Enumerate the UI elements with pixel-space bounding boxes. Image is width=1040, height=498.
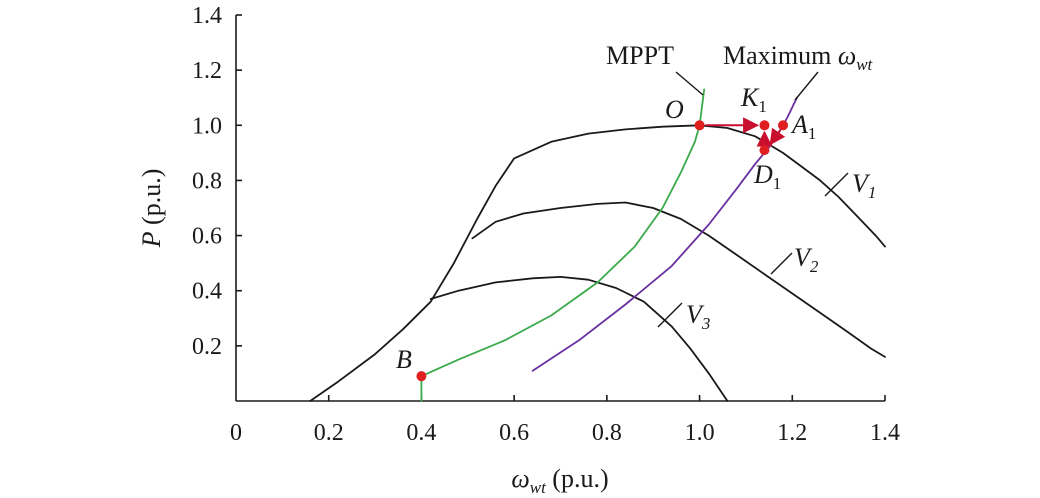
- y-tick-label: 1.2: [192, 58, 222, 84]
- leader-v2: [770, 252, 793, 275]
- x-axis-subscript: wt: [530, 478, 547, 497]
- y-tick-label: 0.6: [192, 224, 222, 250]
- point-label-b: B: [396, 345, 412, 374]
- y-axis-unit: (p.u.): [137, 169, 166, 232]
- series-label-v2: V2: [794, 243, 819, 276]
- operating-points: [416, 120, 789, 382]
- curve-max-speed: [531, 96, 798, 372]
- trajectory-arrows: [705, 117, 786, 147]
- point-label-k1: K1: [740, 83, 767, 116]
- x-tick-label: 1.0: [685, 420, 715, 446]
- x-axis-symbol: ω: [511, 464, 529, 493]
- x-tick-label: 1.2: [777, 420, 807, 446]
- leader-v3: [657, 302, 683, 328]
- series-label-v3-sub: 3: [701, 314, 711, 333]
- point-k1: [759, 120, 770, 131]
- annotation-max-speed-prefix: Maximum: [723, 41, 838, 70]
- point-a1: [778, 120, 789, 131]
- x-tick-label: 1.4: [870, 420, 900, 446]
- annotation-max-speed: Maximum ωwt: [723, 41, 874, 74]
- x-axis-unit: (p.u.): [546, 464, 609, 493]
- series-label-v2-letter: V: [794, 243, 813, 272]
- x-tick-label: 0.4: [406, 420, 436, 446]
- point-label-d1-sub: 1: [773, 174, 782, 193]
- series-label-v2-sub: 2: [810, 257, 819, 276]
- ticks: 0 0.2 0.4 0.6 0.8 1.0 1.2 1.4 0.2 0.4 0.6 0.8 1.0 1.2…: [192, 3, 900, 446]
- y-tick-label: 1.4: [192, 3, 222, 29]
- x-tick-label: 0.2: [314, 420, 344, 446]
- point-label-k1-letter: K: [740, 83, 760, 112]
- curve-v2: [471, 201, 886, 358]
- series-label-v1: V1: [852, 169, 876, 202]
- leader-mppt: [675, 71, 704, 96]
- x-tick-label: 0: [230, 420, 242, 446]
- point-label-a1-letter: A: [790, 110, 808, 139]
- y-axis-title: P (p.u.): [137, 169, 166, 249]
- point-label-d1-letter: D: [753, 160, 773, 189]
- arrow-a1-to-d1: [769, 127, 786, 146]
- annotation-max-speed-subscript: wt: [856, 55, 873, 74]
- point-label-k1-sub: 1: [758, 97, 767, 116]
- y-tick-label: 0.4: [192, 279, 222, 305]
- annotation-mppt: MPPT: [606, 41, 674, 70]
- point-label-a1-sub: 1: [808, 124, 817, 143]
- point-b: [416, 371, 427, 382]
- leader-max-speed: [794, 71, 819, 101]
- y-tick-label: 0.2: [192, 334, 222, 360]
- series-label-v1-letter: V: [852, 169, 871, 198]
- annotation-max-speed-symbol: ω: [838, 41, 856, 70]
- leader-lines: [657, 71, 849, 328]
- curve-v1: [309, 124, 886, 402]
- point-label-d1: D1: [753, 160, 781, 193]
- series-label-v1-sub: 1: [868, 183, 877, 202]
- point-label-a1: A1: [790, 110, 816, 143]
- curve-mppt: [420, 88, 706, 402]
- point-label-o: O: [665, 95, 684, 124]
- x-axis-title: ωwt (p.u.): [511, 464, 608, 497]
- y-tick-label: 0.8: [192, 168, 222, 194]
- series-label-v3: V3: [686, 300, 710, 333]
- y-tick-label: 1.0: [192, 113, 222, 139]
- curve-v3: [429, 276, 729, 402]
- x-tick-label: 0.6: [499, 420, 529, 446]
- x-tick-label: 0.8: [592, 420, 622, 446]
- point-o: [694, 120, 705, 131]
- point-d1: [759, 145, 770, 156]
- axes: [235, 15, 885, 402]
- leader-v1: [824, 172, 849, 197]
- y-axis-symbol: P: [137, 231, 166, 248]
- series-label-v3-letter: V: [686, 300, 705, 329]
